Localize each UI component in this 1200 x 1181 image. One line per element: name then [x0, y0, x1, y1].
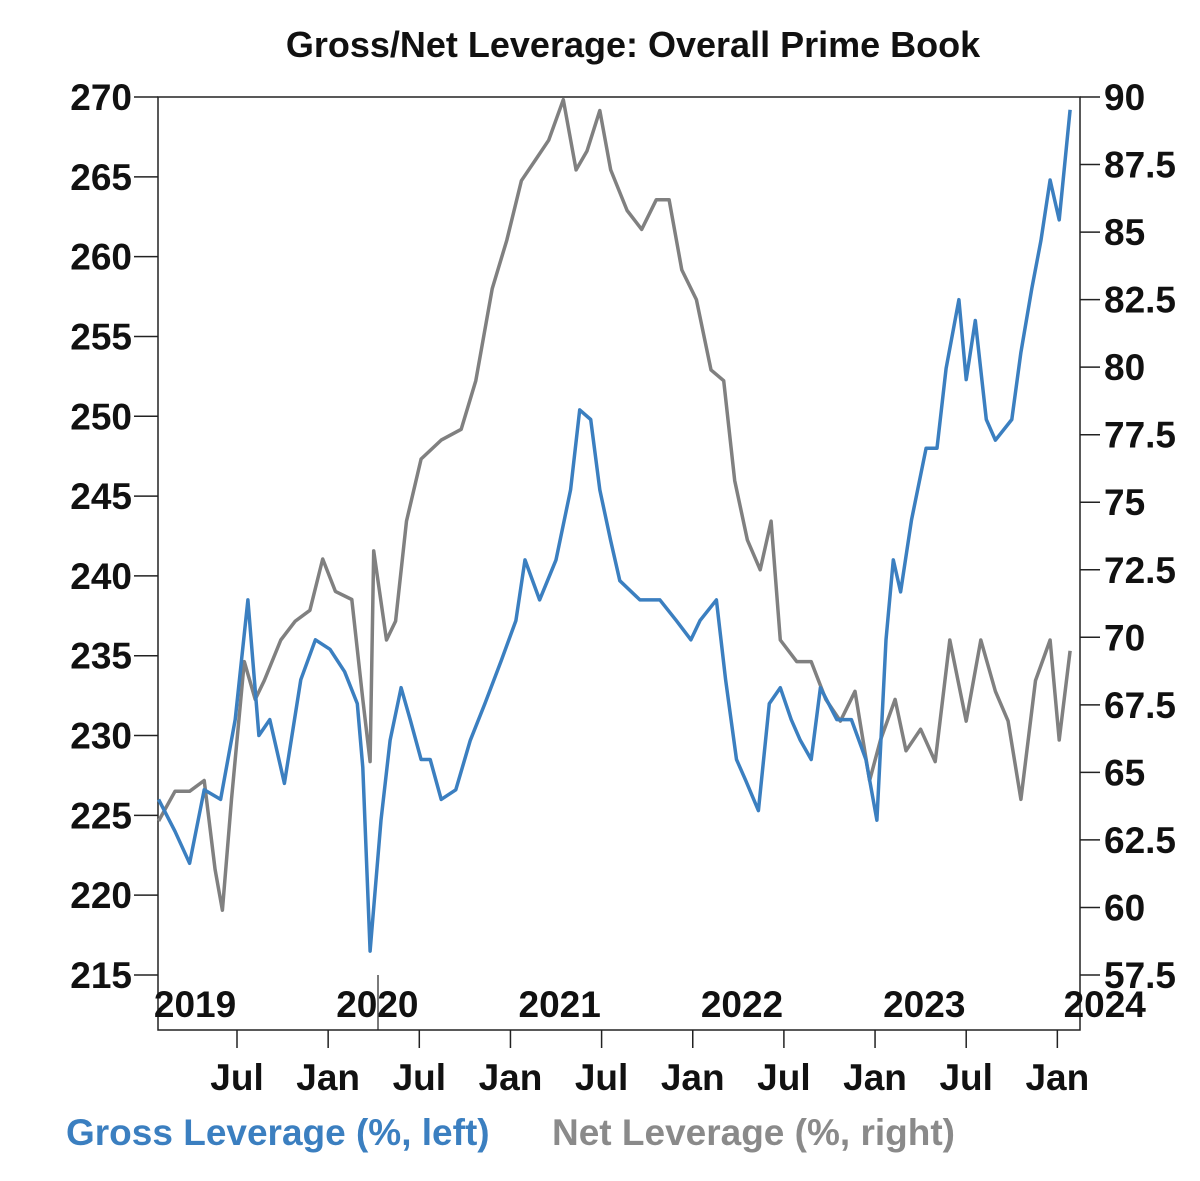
- net-leverage-line: [157, 97, 1072, 912]
- x-month-label: Jul: [575, 1057, 628, 1098]
- x-year-label: 2024: [1064, 984, 1147, 1025]
- right-tick-label: 80: [1104, 347, 1145, 388]
- right-tick-label: 90: [1104, 77, 1145, 118]
- x-month-label: Jan: [1025, 1057, 1089, 1098]
- legend-net-leverage: Net Leverage (%, right): [552, 1112, 955, 1153]
- x-month-label: Jul: [393, 1057, 446, 1098]
- x-month-label: Jan: [479, 1057, 543, 1098]
- left-tick-label: 230: [70, 716, 132, 757]
- left-tick-label: 240: [70, 556, 132, 597]
- left-tick-label: 250: [70, 396, 132, 437]
- left-tick-label: 265: [70, 157, 132, 198]
- right-tick-label: 60: [1104, 887, 1145, 928]
- x-month-label: Jan: [843, 1057, 907, 1098]
- left-y-axis: 270 265 260 255 250 245 240 235 230 225 220 215: [70, 77, 158, 996]
- right-tick-label: 85: [1104, 212, 1145, 253]
- gross-leverage-line: [157, 109, 1072, 953]
- x-year-label: 2021: [519, 984, 601, 1025]
- right-tick-label: 75: [1104, 482, 1145, 523]
- right-tick-label: 77.5: [1104, 415, 1176, 456]
- left-tick-label: 255: [70, 316, 132, 357]
- left-tick-label: 225: [70, 795, 132, 836]
- x-month-label: Jan: [296, 1057, 360, 1098]
- left-tick-label: 270: [70, 77, 132, 118]
- right-tick-label: 57.5: [1104, 955, 1176, 996]
- right-y-axis: 90 87.5 85 82.5 80 77.5 75 72.5 70 67.5 65 62.5 60 57…: [1080, 77, 1176, 996]
- right-tick-label: 65: [1104, 752, 1145, 793]
- left-tick-label: 245: [70, 476, 132, 517]
- right-tick-label: 67.5: [1104, 685, 1176, 726]
- x-year-label: 2022: [701, 984, 783, 1025]
- right-tick-label: 62.5: [1104, 820, 1176, 861]
- x-month-label: Jul: [939, 1057, 992, 1098]
- right-tick-label: 82.5: [1104, 280, 1176, 321]
- x-year-label: 2019: [154, 984, 236, 1025]
- right-tick-label: 87.5: [1104, 145, 1176, 186]
- x-year-label: 2020: [336, 984, 418, 1025]
- x-month-label: Jan: [661, 1057, 725, 1098]
- series-lines: [157, 97, 1072, 953]
- left-tick-label: 220: [70, 875, 132, 916]
- x-month-label: Jul: [757, 1057, 810, 1098]
- x-year-label: 2023: [883, 984, 965, 1025]
- x-month-label: Jul: [210, 1057, 263, 1098]
- left-tick-label: 235: [70, 636, 132, 677]
- x-axis: Jul Jan Jul Jan Jul Jan Jul Jan Jul Jan 2019 2020 20…: [154, 975, 1146, 1098]
- right-tick-label: 72.5: [1104, 550, 1176, 591]
- legend-gross-leverage: Gross Leverage (%, left): [66, 1112, 490, 1153]
- chart-title: Gross/Net Leverage: Overall Prime Book: [286, 24, 981, 65]
- left-tick-label: 260: [70, 237, 132, 278]
- left-tick-label: 215: [70, 955, 132, 996]
- plot-frame: [157, 96, 1081, 1031]
- right-tick-label: 70: [1104, 617, 1145, 658]
